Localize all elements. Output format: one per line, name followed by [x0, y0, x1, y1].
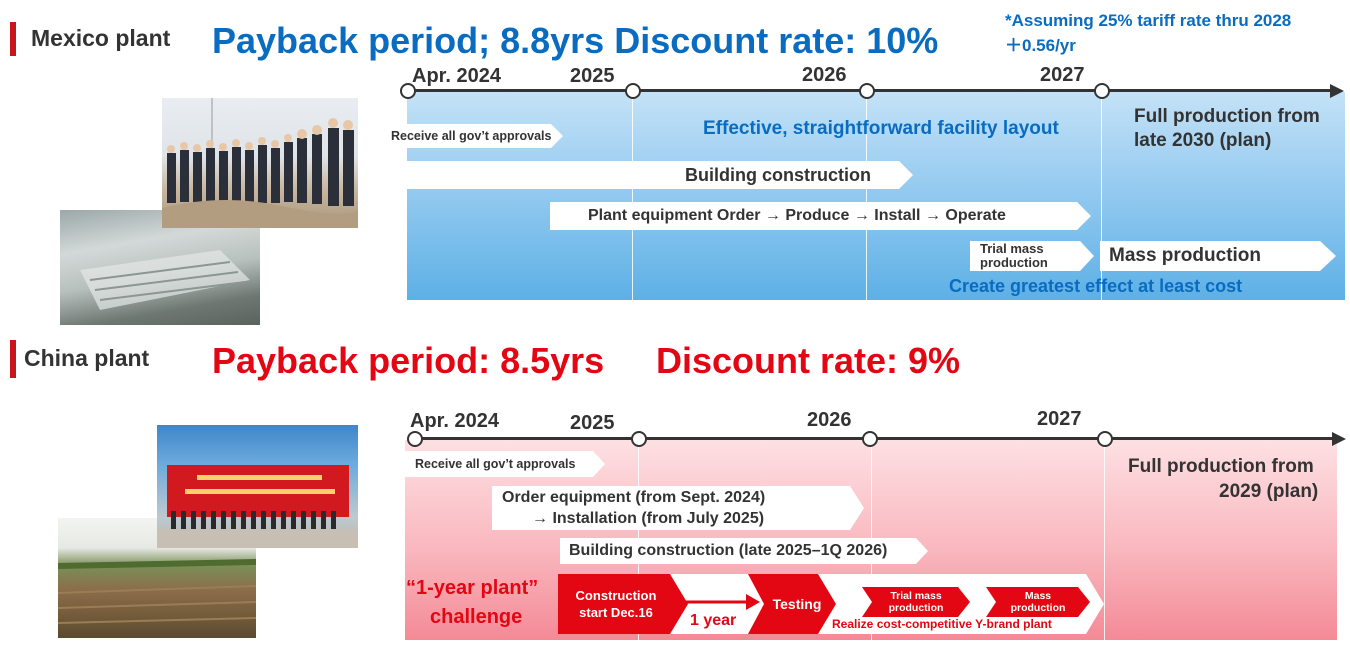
- china-challenge-line1: “1-year plant”: [406, 577, 539, 599]
- mexico-layout-text: Effective, straightforward facility layo…: [703, 118, 1059, 139]
- mexico-axis-arrowhead: [1330, 84, 1344, 98]
- china-axis-arrowhead: [1332, 432, 1346, 446]
- china-trial-line2: production: [888, 602, 944, 614]
- mexico-node-2027: [1094, 83, 1110, 99]
- china-year-label: 2027: [1037, 408, 1082, 430]
- china-mass-line2: production: [1010, 602, 1066, 614]
- china-node-2025: [631, 431, 647, 447]
- mexico-mass-production-arrow: Mass production: [1100, 241, 1336, 271]
- china-construction-line1: Construction: [575, 588, 657, 603]
- mexico-section-bar: [10, 22, 16, 56]
- china-trial-arrow: Trial mass production: [862, 587, 970, 617]
- china-building-arrow: Building construction (late 2025–1Q 2026…: [560, 538, 928, 564]
- china-gridline-2027: [1104, 440, 1105, 640]
- china-realize-text: Realize cost-competitive Y-brand plant: [832, 617, 1052, 631]
- china-building-label: Building construction (late 2025–1Q 2026…: [569, 542, 888, 559]
- china-order-equipment-line1: Order equipment (from Sept. 2024): [502, 489, 766, 506]
- mexico-building-label: Building construction: [685, 164, 871, 185]
- china-order-equipment-line2: → Installation (from July 2025): [532, 510, 765, 527]
- mexico-year-label: 2025: [570, 65, 615, 87]
- mexico-gridline-2027: [1101, 92, 1102, 300]
- china-mass-production-arrow: Mass production: [986, 587, 1090, 617]
- mexico-equipment-label: Plant equipment Order → Produce → Instal…: [588, 207, 1006, 224]
- mexico-equipment-arrow: Plant equipment Order → Produce → Instal…: [550, 202, 1091, 230]
- mexico-ceremony-photo: [162, 98, 358, 228]
- mexico-effect-text: Create greatest effect at least cost: [949, 276, 1243, 296]
- mexico-site-photo-graphic: [80, 250, 250, 310]
- china-one-year-label: 1 year: [690, 612, 737, 629]
- china-construction-start-arrow: Construction start Dec.16: [558, 574, 688, 634]
- china-year-label: 2025: [570, 412, 615, 434]
- china-section-title: China plant: [24, 345, 150, 371]
- china-site-photo-graphic: [58, 559, 256, 624]
- mexico-trial-arrow: Trial mass production: [970, 241, 1094, 271]
- china-one-year-arrow-icon: [682, 594, 760, 610]
- china-approvals-arrow: Receive all gov’t approvals: [405, 451, 605, 477]
- mexico-headline: Payback period; 8.8yrs Discount rate: 10…: [212, 20, 939, 61]
- mexico-section-title: Mexico plant: [31, 25, 171, 51]
- china-node-2027: [1097, 431, 1113, 447]
- china-testing-label: Testing: [772, 596, 822, 612]
- china-node-2026: [862, 431, 878, 447]
- tariff-note-line1: *Assuming 25% tariff rate thru 2028: [1005, 11, 1292, 30]
- china-order-equipment-arrow: Order equipment (from Sept. 2024) → Inst…: [492, 486, 864, 530]
- mexico-node-apr-2024: [400, 83, 416, 99]
- mexico-gridline-2025: [632, 92, 633, 300]
- china-year-label: Apr. 2024: [410, 410, 499, 432]
- mexico-gridline-2026: [866, 92, 867, 300]
- china-mass-line1: Mass: [1024, 590, 1052, 602]
- china-full-production-line2: 2029 (plan): [1219, 481, 1319, 502]
- mexico-building-arrow: Building construction: [407, 161, 913, 189]
- mexico-node-2025: [625, 83, 641, 99]
- mexico-year-label: 2027: [1040, 64, 1085, 86]
- china-headline-discount: Discount rate: 9%: [656, 340, 961, 381]
- mexico-full-production-line1: Full production from: [1134, 106, 1320, 127]
- china-challenge-line2: challenge: [430, 606, 523, 628]
- mexico-ceremony-photo-graphic: [162, 98, 358, 228]
- china-ceremony-photo: [157, 425, 358, 548]
- mexico-node-2026: [859, 83, 875, 99]
- mexico-mass-production-label: Mass production: [1109, 245, 1262, 266]
- tariff-note-line2: ＋0.56/yr: [1005, 36, 1076, 55]
- mexico-year-label: Apr. 2024: [412, 65, 501, 87]
- china-approvals-label: Receive all gov’t approvals: [415, 457, 576, 471]
- mexico-full-production-line2: late 2030 (plan): [1134, 130, 1272, 151]
- mexico-trial-label-line1: Trial mass: [980, 241, 1044, 256]
- china-node-apr-2024: [407, 431, 423, 447]
- mexico-approvals-label: Receive all gov’t approvals: [391, 129, 552, 143]
- mexico-trial-label-line2: production: [980, 255, 1048, 270]
- china-ceremony-photo-graphic: [157, 465, 358, 548]
- china-construction-line2: start Dec.16: [579, 605, 653, 620]
- mexico-site-photo: [60, 210, 260, 325]
- china-trial-line1: Trial mass: [890, 590, 942, 602]
- china-headline-payback: Payback period: 8.5yrs: [212, 340, 605, 381]
- china-full-production-line1: Full production from: [1128, 456, 1314, 477]
- mexico-year-label: 2026: [802, 64, 847, 86]
- china-year-label: 2026: [807, 409, 852, 431]
- mexico-approvals-arrow: Receive all gov’t approvals: [389, 124, 563, 148]
- china-section-bar: [10, 340, 16, 378]
